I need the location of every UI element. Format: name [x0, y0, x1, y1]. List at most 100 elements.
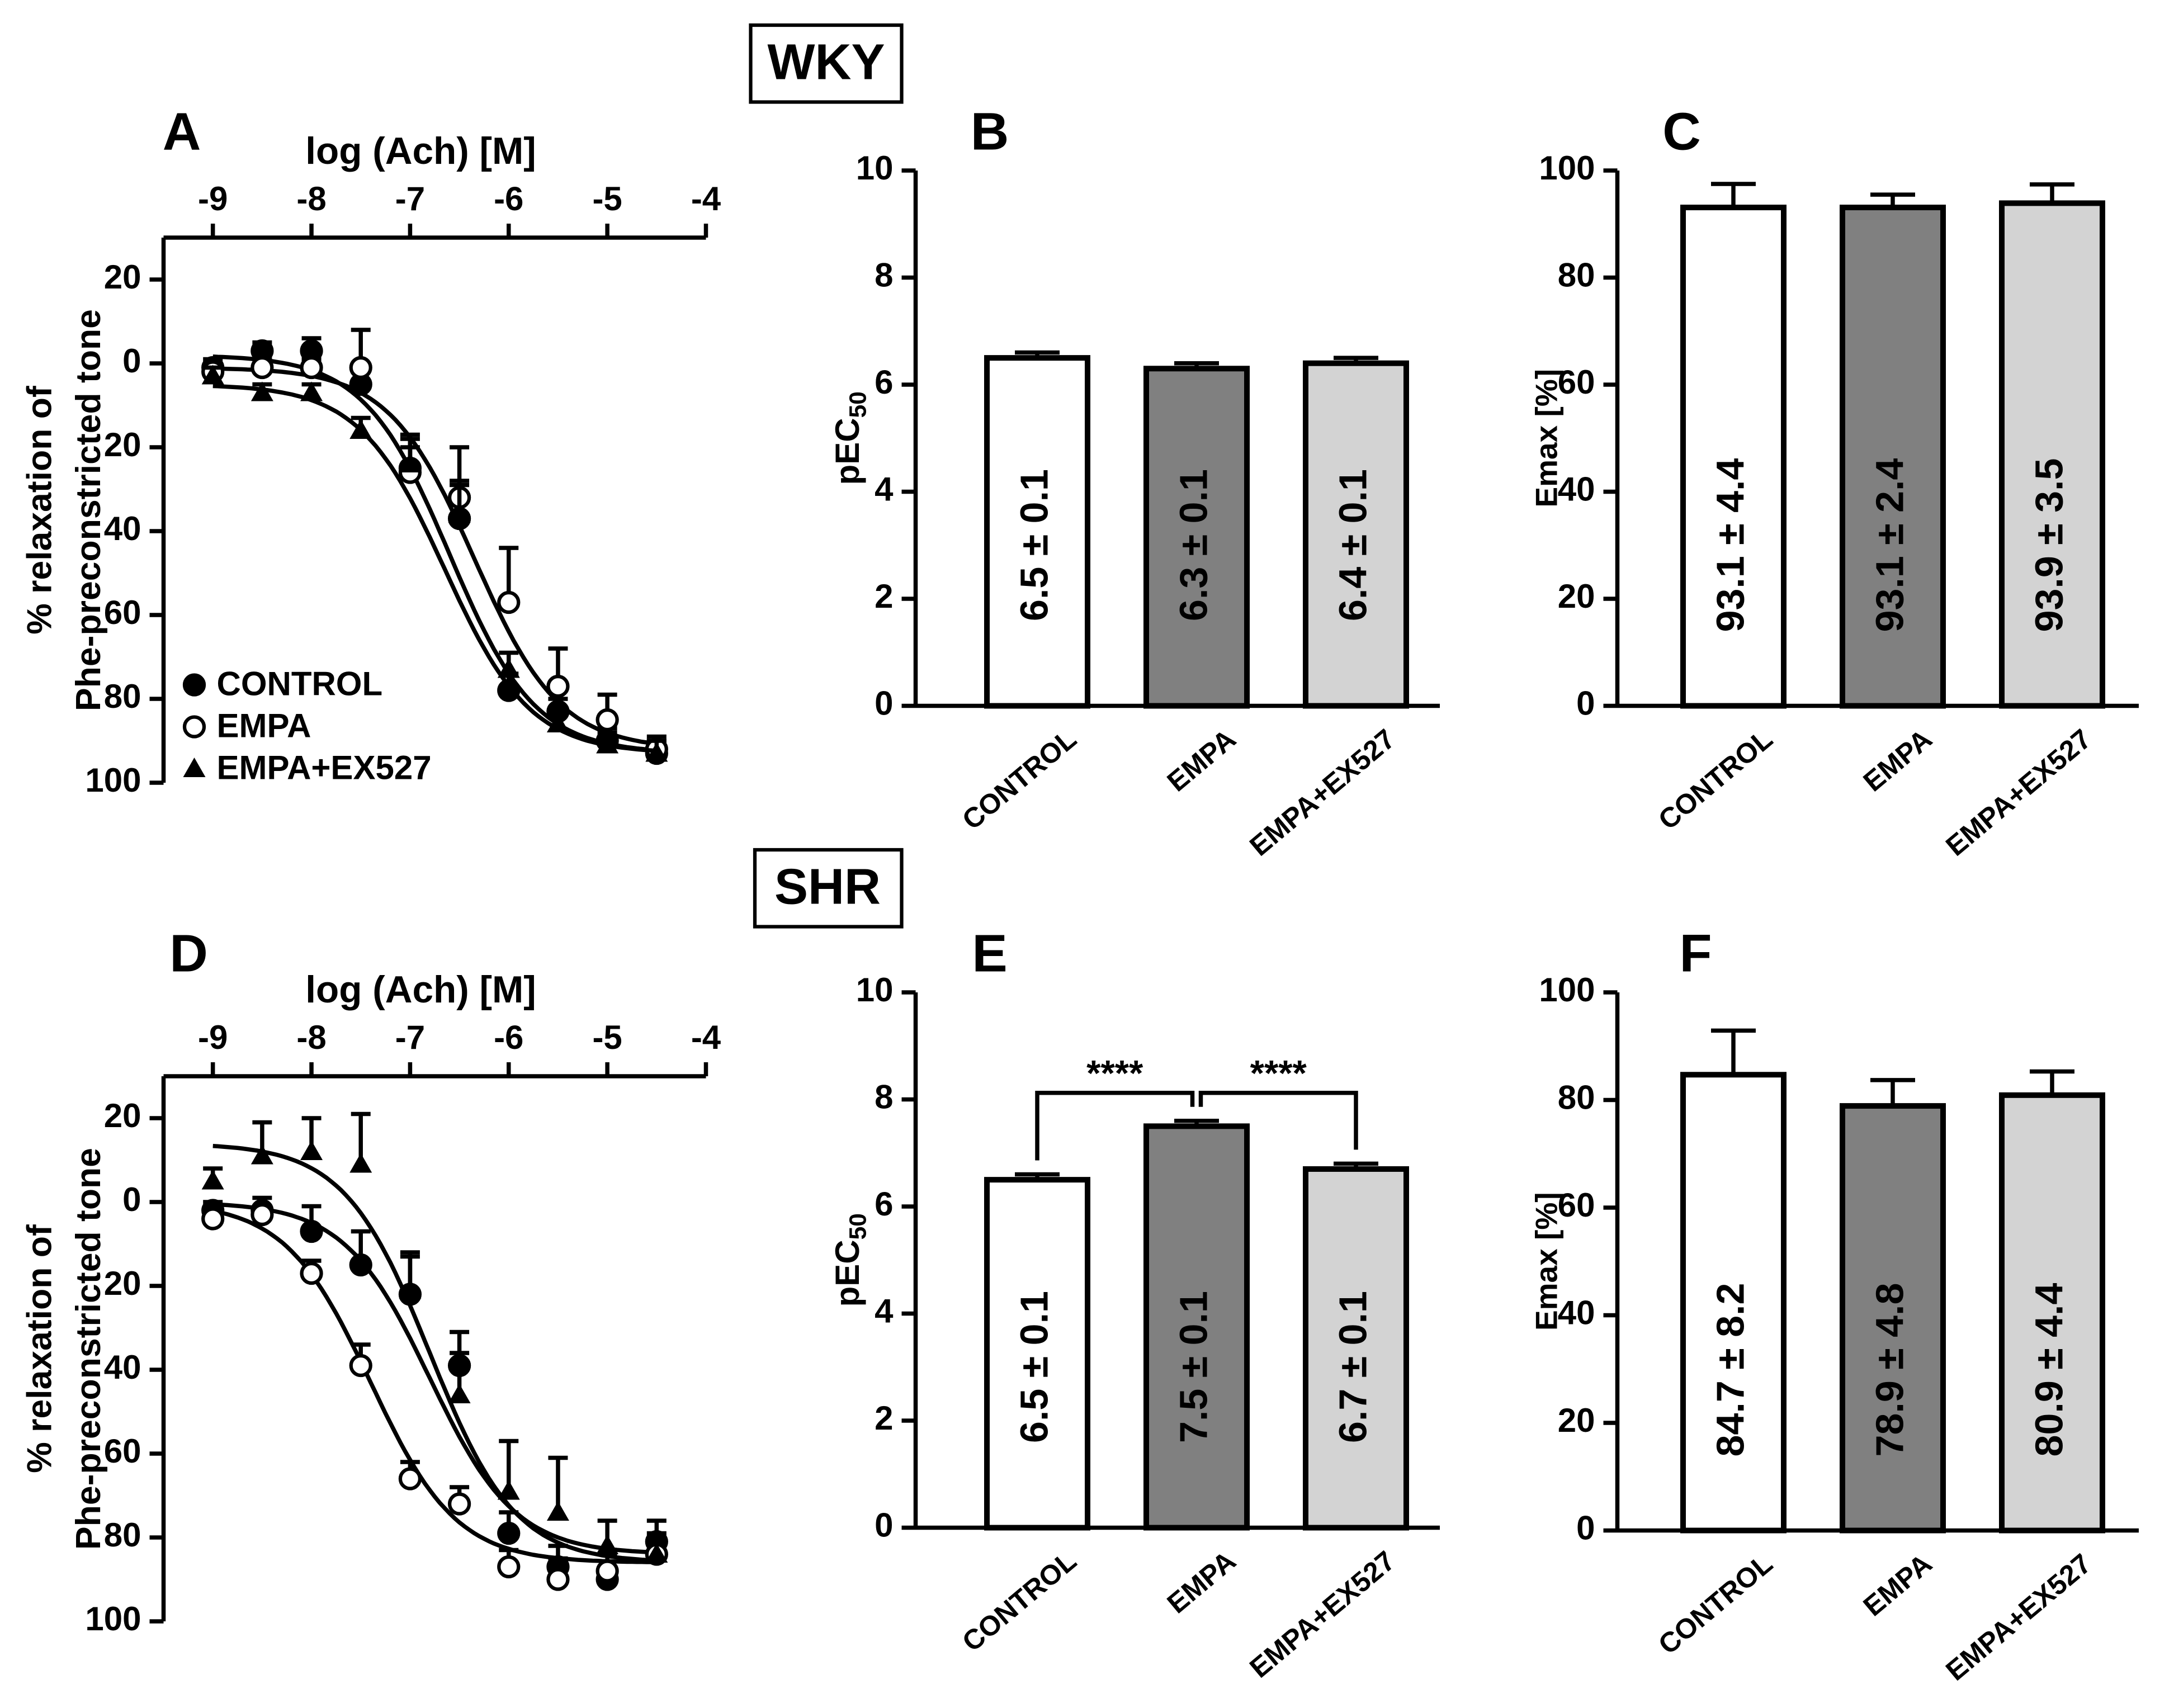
panel-label: D	[169, 924, 208, 983]
marker	[300, 1219, 323, 1243]
x-tick-label: -7	[395, 1019, 425, 1056]
y-tick-label: 100	[1539, 971, 1595, 1009]
value-label: 6.7 ± 0.1	[1331, 1291, 1374, 1443]
significance-label: ****	[1250, 1053, 1307, 1094]
panel-label: B	[971, 102, 1009, 162]
marker	[645, 1543, 668, 1563]
marker	[349, 356, 372, 380]
marker	[349, 419, 372, 439]
marker	[201, 365, 224, 385]
y-tick-label: 10	[856, 971, 894, 1009]
panel-label: A	[163, 102, 201, 162]
marker	[546, 1501, 569, 1521]
marker	[300, 1261, 323, 1285]
fit-curve	[212, 1209, 657, 1564]
y-axis-label: Emax [%]	[1529, 369, 1564, 508]
y-axis-label: % relaxation of	[20, 1224, 59, 1473]
y-tick-label: 10	[856, 149, 894, 187]
marker	[497, 1521, 521, 1545]
x-tick-label: -5	[592, 1019, 622, 1056]
y-tick-label: 100	[1539, 149, 1595, 187]
y-axis-label-subscript: 50	[845, 1213, 872, 1239]
value-label: 93.1 ± 4.4	[1708, 458, 1752, 632]
y-tick-label: 80	[1558, 1078, 1595, 1116]
x-tick-label: EMPA+EX527	[1244, 1545, 1401, 1684]
x-tick-label: EMPA+EX527	[1244, 723, 1401, 862]
y-tick-label: 40	[104, 1349, 141, 1386]
bar	[1143, 1123, 1250, 1531]
marker	[546, 713, 569, 732]
x-tick-label: -9	[198, 1019, 228, 1056]
fit-curve	[212, 1202, 657, 1555]
bar	[1680, 1072, 1787, 1534]
y-axis-label-subscript: 50	[845, 391, 872, 418]
bar	[1303, 1166, 1410, 1531]
y-tick-label: 60	[1558, 1186, 1595, 1224]
y-tick-label: 6	[875, 1185, 893, 1223]
x-tick-label: EMPA	[1161, 723, 1242, 797]
panel-label: E	[972, 924, 1007, 983]
value-label: 6.5 ± 0.1	[1012, 1291, 1056, 1443]
y-tick-label: 100	[85, 761, 141, 799]
y-tick-label: 20	[104, 1265, 141, 1302]
marker	[497, 658, 520, 678]
x-tick-label: -4	[691, 1019, 721, 1056]
value-label: 7.5 ± 0.1	[1171, 1291, 1215, 1443]
y-axis-label: Phe-preconstricted tone	[69, 309, 108, 711]
y-tick-label: 0	[122, 342, 141, 380]
y-tick-label: 2	[875, 578, 893, 615]
legend-label: CONTROL	[217, 665, 383, 702]
marker	[497, 679, 521, 702]
marker	[300, 1141, 323, 1160]
y-tick-label: 0	[1576, 684, 1595, 722]
y-axis-label: pEC50	[829, 391, 872, 485]
marker	[596, 708, 619, 732]
value-label: 93.1 ± 2.4	[1868, 458, 1911, 632]
y-tick-label: 40	[104, 510, 141, 547]
marker	[349, 1354, 372, 1378]
x-axis-label: log (Ach) [M]	[305, 969, 536, 1011]
y-tick-label: 60	[104, 594, 141, 631]
significance-label: ****	[1086, 1053, 1143, 1094]
marker	[398, 1467, 422, 1491]
marker	[300, 356, 323, 380]
y-tick-label: 20	[104, 1097, 141, 1134]
bar	[1840, 205, 1946, 709]
marker	[448, 503, 471, 523]
x-tick-label: EMPA	[1161, 1545, 1242, 1619]
marker	[448, 1384, 471, 1403]
y-tick-label: 20	[1558, 578, 1595, 615]
bar	[1303, 360, 1410, 709]
value-label: 6.5 ± 0.1	[1012, 469, 1056, 621]
x-tick-label: -5	[592, 180, 622, 217]
marker	[201, 1207, 225, 1231]
y-tick-label: 0	[875, 684, 893, 722]
value-label: 84.7 ± 8.2	[1708, 1283, 1752, 1457]
marker	[251, 356, 274, 380]
y-tick-label: 60	[1558, 363, 1595, 401]
fit-curve	[212, 384, 657, 753]
marker	[349, 1153, 372, 1173]
fit-curve	[212, 366, 657, 746]
y-tick-label: 8	[875, 256, 893, 294]
marker	[399, 1279, 422, 1299]
fit-curve	[212, 354, 657, 753]
marker	[497, 1555, 521, 1579]
marker	[349, 1253, 372, 1277]
x-tick-label: -6	[494, 1019, 523, 1056]
y-axis-label: Emax [%]	[1529, 1192, 1564, 1331]
bar	[984, 355, 1091, 709]
y-tick-label: 6	[875, 363, 893, 401]
marker	[546, 1568, 570, 1591]
y-tick-label: 40	[1558, 470, 1595, 508]
marker	[251, 1144, 273, 1165]
bar	[1999, 200, 2106, 709]
bar	[984, 1177, 1091, 1531]
significance-bracket	[1198, 1091, 1358, 1150]
y-tick-label: 0	[122, 1181, 141, 1218]
marker	[497, 1480, 520, 1500]
x-tick-label: CONTROL	[1652, 723, 1778, 836]
x-tick-label: EMPA	[1858, 723, 1938, 797]
x-tick-label: -8	[296, 1019, 326, 1056]
